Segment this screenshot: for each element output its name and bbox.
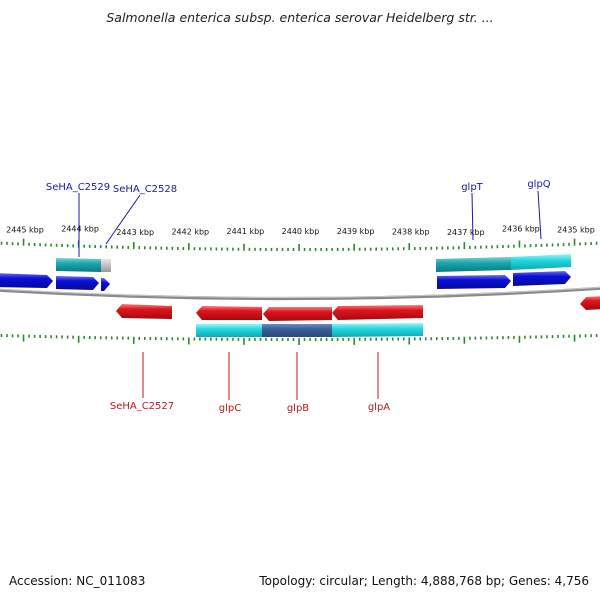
gene-arrow-se-ha-c2528[interactable] [101, 278, 110, 291]
tick-label: 2435 kbp [557, 226, 595, 235]
gene-label-se-ha-c2529[interactable]: SeHA_C2529 [46, 182, 110, 193]
tick-labels: 2445 kbp 2444 kbp 2443 kbp 2442 kbp 2441 kbp… [6, 225, 595, 237]
callout-se-ha-c2528 [105, 194, 141, 245]
gene-label-glpc[interactable]: glpC [219, 403, 241, 414]
cds-feature-glpc[interactable] [196, 324, 262, 337]
cds-feature-glpa[interactable] [332, 323, 423, 337]
tick-label: 2436 kbp [502, 225, 540, 234]
cds-feature-glpq[interactable] [511, 254, 571, 270]
genome-backbone-highlight [0, 286, 600, 299]
gene-arrow-forward[interactable] [0, 273, 53, 288]
gene-arrow-glpc[interactable] [196, 306, 262, 320]
topology-text: Topology: circular; Length: 4,888,768 bp… [259, 574, 589, 588]
gene-label-glpb[interactable]: glpB [287, 403, 309, 414]
gene-arrow-glpq[interactable] [513, 271, 571, 286]
callout-glpq [537, 190, 542, 240]
tick-label: 2439 kbp [337, 227, 375, 236]
gene-label-se-ha-c2528[interactable]: SeHA_C2528 [113, 184, 177, 195]
gene-arrow-se-ha-c2527[interactable] [116, 304, 172, 319]
tick-label: 2443 kbp [116, 228, 154, 237]
gene-label-glpa[interactable]: glpA [368, 402, 390, 413]
gene-label-glpq[interactable]: glpQ [527, 179, 550, 190]
cds-feature-se-ha-c2529[interactable] [56, 258, 101, 272]
gene-arrow-se-ha-c2529[interactable] [56, 276, 99, 290]
gene-arrow-glpa[interactable] [332, 305, 423, 320]
cds-feature-se-ha-c2528[interactable] [101, 259, 111, 272]
accession-text: Accession: NC_011083 [9, 574, 146, 588]
tick-label: 2442 kbp [171, 227, 209, 236]
tick-label: 2445 kbp [6, 226, 44, 235]
tick-label: 2438 kbp [392, 227, 430, 236]
cds-feature-glpt[interactable] [436, 257, 511, 272]
tick-label: 2444 kbp [61, 225, 99, 234]
gene-arrow-glpb[interactable] [263, 307, 332, 321]
callout-glpt [471, 192, 474, 241]
tick-marks-outer [0, 238, 598, 251]
tick-label: 2441 kbp [227, 227, 265, 236]
tick-marks-inner [0, 333, 598, 345]
gene-label-glpt[interactable]: glpT [461, 182, 483, 193]
genome-backbone [0, 286, 600, 301]
gene-arrow-glpt[interactable] [437, 275, 511, 289]
gene-label-se-ha-c2527[interactable]: SeHA_C2527 [110, 401, 174, 412]
cds-feature-glpb[interactable] [262, 324, 332, 337]
tick-label: 2440 kbp [282, 227, 320, 236]
gene-arrow-reverse[interactable] [580, 296, 600, 310]
genome-title: Salmonella enterica subsp. enterica sero… [106, 10, 494, 25]
tick-label: 2437 kbp [447, 228, 485, 237]
